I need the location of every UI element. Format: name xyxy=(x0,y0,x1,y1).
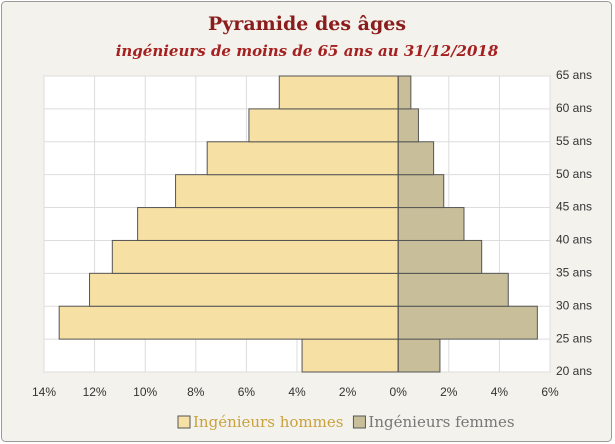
x-tick-label: 4% xyxy=(288,385,306,399)
bar xyxy=(248,108,399,143)
bar xyxy=(397,338,441,373)
bar xyxy=(397,75,412,110)
x-tick-label: 14% xyxy=(32,385,56,399)
x-tick-label: 2% xyxy=(339,385,357,399)
x-tick-label: 10% xyxy=(133,385,157,399)
legend-swatch xyxy=(177,415,191,429)
legend-swatch xyxy=(352,415,366,429)
bar xyxy=(175,174,399,209)
y-tick-label: 35 ans xyxy=(556,266,592,280)
y-tick-label: 50 ans xyxy=(556,167,592,181)
bar xyxy=(111,239,399,274)
chart-subtitle: ingénieurs de moins de 65 ans au 31/12/2… xyxy=(116,42,499,60)
bar xyxy=(206,141,399,176)
y-tick-label: 65 ans xyxy=(556,68,592,82)
x-tick-label: 2% xyxy=(440,385,458,399)
y-tick-label: 45 ans xyxy=(556,200,592,214)
x-tick-label: 4% xyxy=(491,385,509,399)
x-tick-label: 6% xyxy=(541,385,559,399)
bar xyxy=(301,338,399,373)
bar xyxy=(397,239,483,274)
y-tick-label: 30 ans xyxy=(556,298,592,312)
y-tick-label: 20 ans xyxy=(556,364,592,378)
bar xyxy=(58,305,399,340)
bar xyxy=(278,75,399,110)
bar xyxy=(397,141,435,176)
bar xyxy=(397,108,419,143)
x-tick-label: 0% xyxy=(390,385,408,399)
bar xyxy=(397,272,509,307)
y-tick-label: 60 ans xyxy=(556,101,592,115)
bar xyxy=(397,207,465,241)
bar xyxy=(397,305,538,340)
x-tick-label: 12% xyxy=(83,385,107,399)
bar xyxy=(89,272,399,307)
y-tick-label: 25 ans xyxy=(556,331,592,345)
x-tick-label: 8% xyxy=(187,385,205,399)
x-tick-label: 6% xyxy=(238,385,256,399)
chart-title: Pyramide des âges xyxy=(208,13,406,35)
y-tick-label: 40 ans xyxy=(556,233,592,247)
bar xyxy=(137,207,399,241)
legend-label: Ingénieurs hommes xyxy=(193,413,343,431)
y-tick-label: 55 ans xyxy=(556,134,592,148)
bar xyxy=(397,174,445,209)
legend-label: Ingénieurs femmes xyxy=(368,413,514,431)
